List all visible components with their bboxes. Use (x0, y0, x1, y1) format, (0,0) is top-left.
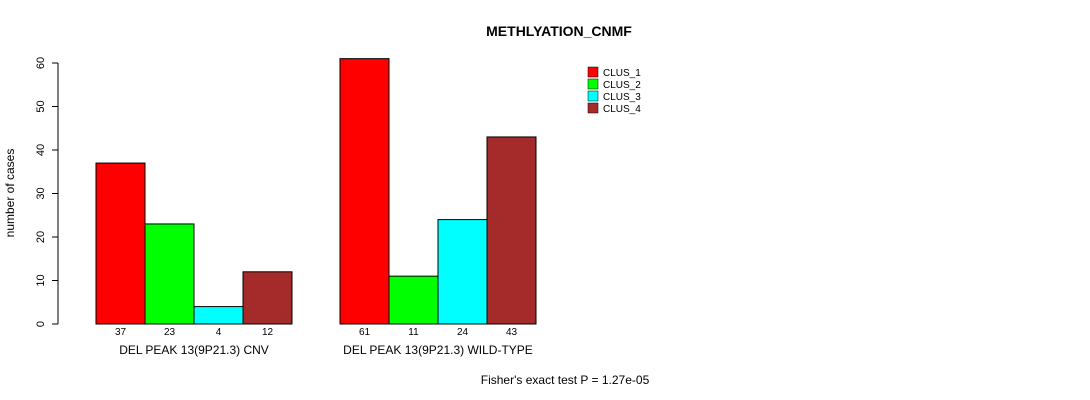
y-tick-label: 30 (35, 187, 47, 199)
bar-clus-1-group-1 (95, 162, 146, 325)
legend-label-clus-4: CLUS_4 (603, 104, 641, 115)
bar-count-label: 24 (457, 327, 469, 338)
legend-label-clus-2: CLUS_2 (603, 80, 641, 91)
fisher-test-annotation: Fisher's exact test P = 1.27e-05 (481, 373, 650, 387)
bar-count-label: 61 (359, 327, 371, 338)
bar-count-label: 4 (216, 327, 222, 338)
bar-clus-2-group-1 (144, 223, 195, 325)
chart-title: METHLYATION_CNMF (486, 23, 632, 39)
bar-clus-3-group-1 (193, 306, 244, 325)
group-label-2: DEL PEAK 13(9P21.3) WILD-TYPE (343, 343, 533, 357)
bar-count-label: 11 (408, 327, 419, 338)
group-label-1: DEL PEAK 13(9P21.3) CNV (119, 343, 269, 357)
y-tick-label: 10 (35, 274, 47, 286)
bar-count-label: 23 (164, 327, 176, 338)
legend-swatch-clus-2 (587, 78, 599, 90)
bar-count-label: 12 (262, 327, 274, 338)
legend-swatch-clus-4 (587, 102, 599, 114)
bar-clus-4-group-2 (486, 136, 537, 325)
y-tick-label: 50 (35, 100, 47, 112)
y-tick-label: 40 (35, 144, 47, 156)
legend-label-clus-1: CLUS_1 (603, 68, 641, 79)
y-tick-label: 20 (35, 231, 47, 243)
bar-clus-3-group-2 (437, 219, 488, 325)
bar-count-label: 37 (115, 327, 127, 338)
y-tick-label: 60 (35, 57, 47, 69)
bar-clus-4-group-1 (242, 271, 293, 325)
bar-clus-2-group-2 (388, 275, 439, 325)
legend-label-clus-3: CLUS_3 (603, 92, 641, 103)
y-tick-label: 0 (35, 321, 47, 327)
legend-swatch-clus-3 (587, 90, 599, 102)
bar-clus-1-group-2 (339, 58, 390, 325)
legend-swatch-clus-1 (587, 66, 599, 78)
bar-count-label: 43 (506, 327, 518, 338)
y-axis-label: number of cases (3, 149, 17, 238)
